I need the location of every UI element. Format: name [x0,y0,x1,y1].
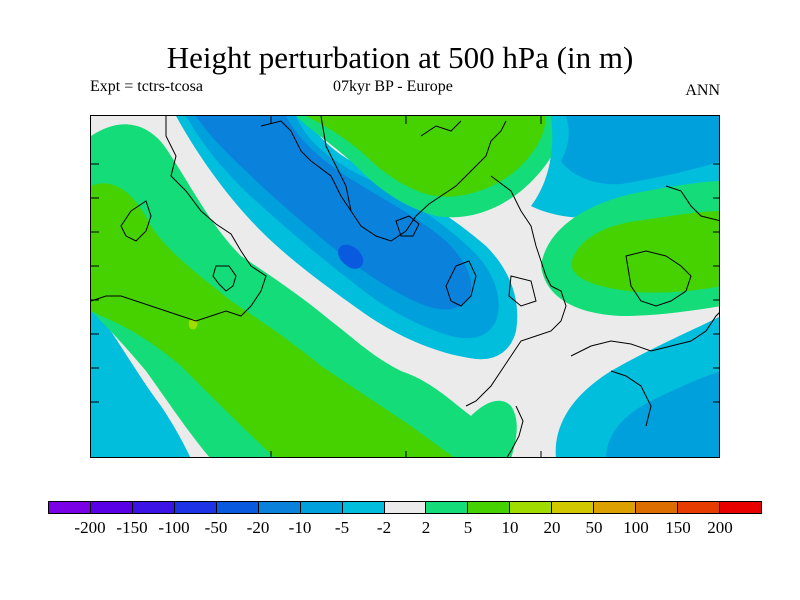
colorbar-swatch [258,502,301,513]
contour-pos10-east [571,211,719,293]
colorbar-tick-label: -10 [288,518,312,537]
colorbar-tick-label: 50 [585,518,603,537]
contour-neg5-southeast [606,371,719,457]
contour-neg10-central [196,116,472,310]
colorbar-swatch [216,502,259,513]
contour-map [91,116,719,457]
contour-pos20-patch [188,318,198,330]
colorbar-tick-label: 150 [665,518,691,537]
colorbar-tick-label: 200 [707,518,733,537]
contour-pos5-south [470,400,517,457]
colorbar-swatch [132,502,175,513]
colorbar-tick-label: -150 [116,518,148,537]
colorbar-swatch [678,502,720,513]
contour-neg5-northeast [561,116,719,185]
contour-pos10-north [306,116,546,197]
colorbar-tick-label: 20 [543,518,561,537]
colorbar-swatch [552,502,595,513]
period-region-label: 07kyr BP - Europe [333,78,453,95]
colorbar-swatch [468,502,511,513]
colorbar-swatch [342,502,385,513]
axis-ticks [91,116,719,457]
colorbar-tick-label: -200 [74,518,106,537]
map-panel [90,115,720,458]
colorbar-tick-label: 10 [501,518,519,537]
colorbar-swatch [594,502,637,513]
colorbar-swatch [720,502,761,513]
colorbar-tick-label: 5 [463,518,473,537]
season-label: ANN [685,82,720,99]
colorbar-tick-label: 2 [421,518,431,537]
contour-neg20-core [338,244,364,269]
colorbar-tick-label: -5 [334,518,350,537]
colorbar-swatch [174,502,217,513]
contour-neg2-west [91,306,191,457]
colorbar-tick-label: -100 [158,518,190,537]
colorbar-swatch [510,502,553,513]
colorbar-tick-label: -50 [204,518,228,537]
colorbar-tick-label: -2 [376,518,392,537]
colorbar-tick-label: 100 [623,518,649,537]
colorbar [48,501,762,514]
colorbar-swatch [636,502,679,513]
experiment-label: Expt = tctrs-tcosa [90,78,203,95]
colorbar-swatch [300,502,343,513]
coastlines [91,116,719,457]
plot-title: Height perturbation at 500 hPa (in m) [166,40,634,75]
colorbar-swatch [49,502,91,513]
colorbar-swatch [90,502,133,513]
colorbar-swatch [426,502,469,513]
colorbar-tick-label: -20 [246,518,270,537]
contour-pos10-west [91,183,454,457]
colorbar-swatch [384,502,427,513]
